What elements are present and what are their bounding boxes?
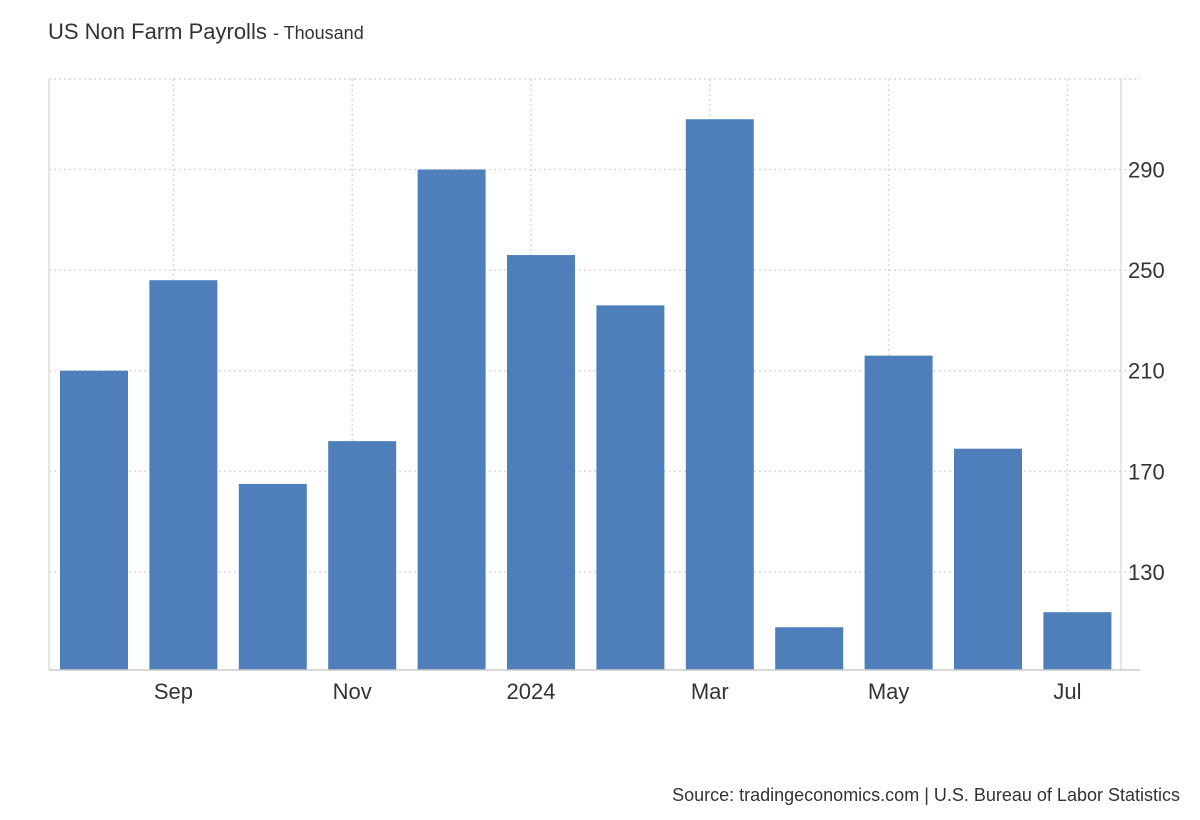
bar-oct xyxy=(238,483,307,670)
x-tick-label: May xyxy=(868,679,910,704)
tick-labels: 130 170 210 250 290 Sep Nov 2024 Mar May Jul xyxy=(154,158,1165,704)
bar-nov xyxy=(328,441,397,670)
x-tick-label: Jul xyxy=(1053,679,1081,704)
y-tick-label: 170 xyxy=(1128,459,1165,484)
bar-sep xyxy=(149,280,218,670)
y-tick-label: 250 xyxy=(1128,258,1165,283)
chart-title: US Non Farm Payrolls - Thousand xyxy=(48,19,364,45)
chart-subtitle: - Thousand xyxy=(272,23,364,43)
bar-apr xyxy=(775,627,844,670)
source-note: Source: tradingeconomics.com | U.S. Bure… xyxy=(672,785,1180,805)
bar-2024 xyxy=(507,255,575,671)
x-tick-label: Mar xyxy=(691,679,729,704)
axes xyxy=(48,79,1140,671)
bar-jul xyxy=(1043,612,1112,670)
y-tick-label: 210 xyxy=(1128,359,1165,384)
bar-aug xyxy=(60,370,128,670)
bar-jun xyxy=(954,448,1022,670)
y-tick-label: 130 xyxy=(1128,560,1165,585)
bars xyxy=(60,119,1112,671)
bar-feb xyxy=(596,305,665,670)
bar-chart: 130 170 210 250 290 Sep Nov 2024 Mar May Jul xyxy=(48,78,1165,704)
bar-may xyxy=(864,355,933,670)
y-tick-label: 290 xyxy=(1128,158,1165,183)
bar-dec xyxy=(417,169,486,670)
x-tick-label: Nov xyxy=(333,679,372,704)
bar-mar xyxy=(685,119,754,671)
x-tick-label: 2024 xyxy=(507,679,556,704)
chart-title-text: US Non Farm Payrolls xyxy=(48,19,267,44)
x-tick-label: Sep xyxy=(154,679,193,704)
